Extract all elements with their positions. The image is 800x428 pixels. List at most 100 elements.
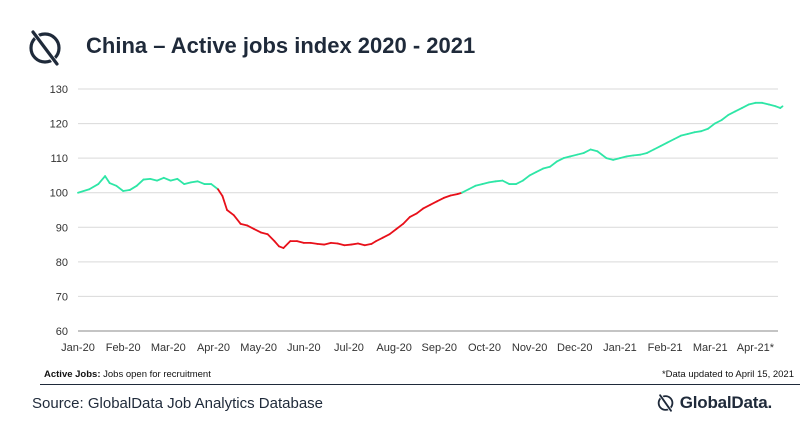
series-segment: [576, 152, 585, 156]
series-segment: [357, 242, 366, 247]
x-tick-label-14: Mar-21: [693, 342, 728, 354]
series-segment: [528, 171, 538, 177]
x-tick-label-1: Feb-20: [106, 342, 141, 354]
series-segment: [88, 183, 100, 191]
series-segment: [273, 240, 280, 248]
series-segment: [266, 233, 276, 243]
brand-name: GlobalData.: [679, 393, 772, 412]
source-text: Source: GlobalData Job Analytics Databas…: [32, 395, 323, 412]
y-tick-label-130: 130: [50, 84, 68, 96]
series-segment: [768, 103, 777, 108]
x-tick-label-9: Oct-20: [468, 342, 501, 354]
series-segment: [515, 179, 524, 185]
series-segment: [589, 148, 599, 153]
divider: [40, 384, 800, 385]
series-segment: [600, 153, 608, 160]
x-tick-label-0: Jan-20: [61, 342, 95, 354]
series-segment: [612, 157, 621, 161]
series-segment: [232, 214, 242, 225]
series-segment: [149, 177, 158, 182]
x-tick-label-8: Sep-20: [422, 342, 457, 354]
series-segment: [569, 153, 578, 158]
series-segment: [761, 101, 770, 106]
y-tick-label-100: 100: [50, 188, 68, 200]
series-segment: [343, 243, 353, 247]
brand: GlobalData.: [655, 392, 772, 414]
series-segment: [436, 196, 445, 203]
series-segment: [402, 216, 411, 225]
series-segment: [562, 155, 572, 160]
series-segment: [97, 175, 106, 185]
series-segment: [330, 241, 339, 245]
series-segment: [639, 152, 648, 156]
series-segment: [619, 155, 628, 160]
series-segment: [494, 179, 504, 183]
series-segment: [596, 150, 603, 156]
series-segment: [467, 184, 477, 191]
series-segment: [156, 176, 165, 182]
series-segment: [104, 175, 111, 184]
series-segment: [196, 180, 206, 185]
series-segment: [246, 224, 256, 230]
series-segment: [142, 177, 152, 181]
series-segment: [666, 138, 676, 144]
series-segment: [210, 183, 219, 191]
series-segment: [686, 131, 696, 135]
x-tick-label-15: Apr-21*: [737, 342, 775, 354]
globaldata-logo-icon: [24, 26, 68, 70]
x-tick-label-6: Jul-20: [334, 342, 364, 354]
data-updated-note: *Data updated to April 15, 2021: [661, 369, 794, 380]
series-segment: [549, 160, 558, 168]
series-segment: [350, 242, 359, 246]
x-tick-label-4: May-20: [240, 342, 277, 354]
series-segment: [309, 241, 319, 245]
series-segment: [253, 228, 262, 234]
y-tick-label-70: 70: [56, 291, 68, 303]
series-segment: [481, 181, 490, 185]
series-segment: [296, 240, 305, 244]
active-jobs-label: Active Jobs:: [44, 369, 101, 380]
series-segment: [673, 134, 682, 141]
series-segment: [429, 200, 438, 206]
series-segment: [720, 114, 730, 122]
x-tick-label-12: Jan-21: [603, 342, 637, 354]
series-segment: [162, 176, 172, 182]
series-segment: [323, 241, 332, 246]
series-segment: [115, 184, 125, 192]
x-tick-label-7: Aug-20: [376, 342, 411, 354]
y-tick-label-60: 60: [56, 326, 68, 338]
series-segment: [183, 181, 192, 185]
series-segment: [176, 177, 186, 185]
series-segment: [734, 107, 743, 113]
series-segment: [700, 127, 709, 133]
series-segment: [388, 228, 398, 236]
series-segment: [555, 157, 565, 163]
series-segment: [740, 103, 750, 109]
line-chart: 60 70 80 90 100 110 120 130 Jan-20 Feb-20 Mar-20 Ap…: [50, 84, 784, 354]
x-tick-label-10: Nov-20: [512, 342, 547, 354]
y-tick-label-80: 80: [56, 257, 68, 269]
series-segment: [727, 110, 736, 116]
series-segment: [239, 222, 249, 227]
series-segment: [260, 231, 269, 236]
active-jobs-note: Active Jobs: Jobs open for recruitment: [44, 369, 211, 380]
series-segment: [652, 145, 662, 151]
y-tick-label-110: 110: [50, 153, 68, 165]
series-segment: [535, 167, 545, 173]
series-segment: [363, 242, 373, 247]
series-segment: [108, 182, 118, 187]
x-tick-label-5: Jun-20: [287, 342, 321, 354]
series-segment: [217, 188, 224, 198]
series-segment: [422, 203, 432, 210]
brand-logo-icon: [657, 393, 674, 413]
series-segment: [625, 154, 635, 158]
series-segment: [582, 148, 592, 154]
series-segment: [190, 180, 199, 184]
series-segment: [680, 133, 689, 137]
y-tick-label-120: 120: [50, 119, 68, 131]
series-segment: [449, 193, 459, 197]
series-segment: [282, 240, 292, 249]
series-segment: [129, 184, 138, 191]
series-segment: [122, 189, 131, 192]
series-segment: [226, 209, 235, 217]
